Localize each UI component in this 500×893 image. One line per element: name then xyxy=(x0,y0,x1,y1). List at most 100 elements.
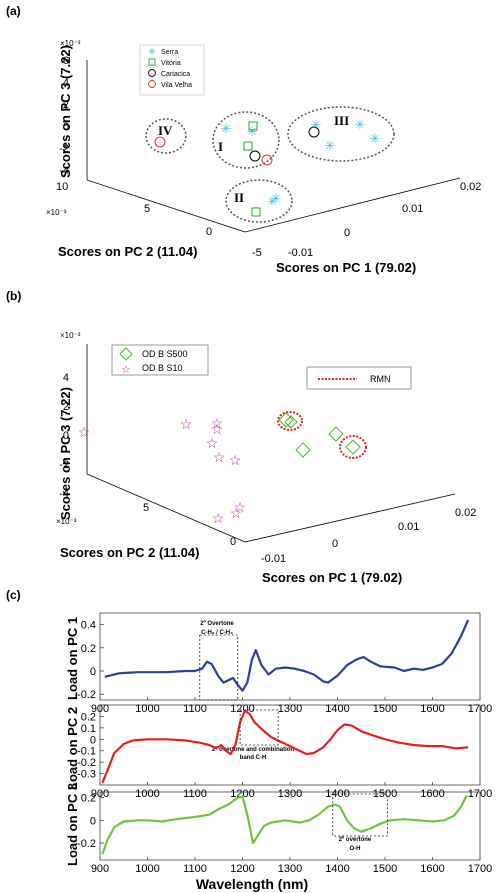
panel-a-axes xyxy=(86,60,461,233)
annotation-combination-band: 2º overtone and combination band C-H xyxy=(212,747,295,761)
panel-a-group-iii: III ✳ ✳ ✳ ✳ xyxy=(287,106,395,162)
panel-a-pc2-axis-title: Scores on PC 2 (11.04) xyxy=(58,244,197,259)
point-od-b-s10: ☆ xyxy=(212,510,225,526)
y-tick-label: 0.4 xyxy=(81,620,96,632)
pc3-frame xyxy=(99,791,481,861)
y-tick-label: 0 xyxy=(90,734,96,746)
rmn-legend-label: RMN xyxy=(370,374,391,384)
legend-square-marker xyxy=(148,58,156,66)
pc2-y-title: Load on PC 2 xyxy=(65,707,80,790)
y-tick-label: -0.1 xyxy=(77,746,96,758)
point-od-b-s500 xyxy=(328,426,344,442)
y-tick-label: 0 xyxy=(90,666,96,678)
x-tick-label: 1700 xyxy=(468,703,492,715)
panel-a-z-axis-title: Scores on PC 3 (7.22) xyxy=(58,45,73,178)
point-serra: ✳ xyxy=(370,131,381,146)
point-serra: ✳ xyxy=(247,124,258,139)
point-od-b-s500 xyxy=(345,439,361,455)
y-tick-label: -0.3 xyxy=(77,769,96,781)
x-tick-label: 1500 xyxy=(373,703,397,715)
rmn-ellipse xyxy=(339,435,367,459)
panel-a-z-tick: 2 xyxy=(63,99,69,111)
legend-label-serra: Serra xyxy=(161,49,178,56)
panel-b-pc1-tick: 0.01 xyxy=(398,521,419,533)
x-tick-label: 1000 xyxy=(135,703,159,715)
point-vitoria xyxy=(248,121,258,131)
panel-b-z-tick: 4 xyxy=(63,372,69,384)
panel-b-pc2-axis-line xyxy=(86,473,246,543)
legend-label-cariacica: Cariacica xyxy=(161,71,190,78)
x-tick-label: 1700 xyxy=(468,863,492,875)
x-tick-label: 1700 xyxy=(468,788,492,800)
x-tick-label: 1500 xyxy=(373,863,397,875)
panel-a-pc2-tick: -5 xyxy=(252,247,262,259)
panel-b-z-tick: 2 xyxy=(63,401,69,413)
panel-label-b: (b) xyxy=(6,289,21,303)
x-tick-label: 1400 xyxy=(325,863,349,875)
point-vila-velha xyxy=(261,154,273,166)
annotation-text: band C-H xyxy=(240,755,267,761)
panel-a-pc1-tick: -0.01 xyxy=(288,247,313,259)
group-iv-label: IV xyxy=(158,123,173,138)
legend-asterisk-marker: ✳ xyxy=(148,47,156,58)
x-tick-label: 1300 xyxy=(278,703,302,715)
annotation-box-1 xyxy=(199,634,239,701)
panel-b-rmn-legend: RMN xyxy=(306,366,412,390)
x-tick-label: 1000 xyxy=(135,863,159,875)
annotation-text: 2º overtone xyxy=(339,837,372,843)
pc1-frame xyxy=(99,612,481,701)
legend-label-od-b-s10: OD B S10 xyxy=(142,363,183,373)
group-iii-ellipse xyxy=(287,106,395,162)
y-tick-label: 0.2 xyxy=(81,711,96,723)
legend-label-od-b-s500: OD B S500 xyxy=(142,349,188,359)
point-serra: ✳ xyxy=(325,138,336,153)
panel-b-pc1-tick: 0.02 xyxy=(455,507,476,519)
group-ii-ellipse xyxy=(225,179,293,223)
legend-label-vila-velha: Vila Velha xyxy=(161,82,192,89)
y-tick-label: 0.2 xyxy=(81,643,96,655)
series-line-3 xyxy=(101,794,468,855)
panel-c-pc1 xyxy=(99,612,481,701)
rmn-legend-box xyxy=(306,366,412,390)
annotation-box-3 xyxy=(332,793,388,837)
panel-b-pc1-tick: 0 xyxy=(332,538,338,550)
panel-a-pc1-tick: 0 xyxy=(344,227,350,239)
point-od-b-s10: ☆ xyxy=(180,416,193,432)
panel-b-pc2-exponent: ×10⁻³ xyxy=(56,517,77,526)
panel-b-pc2-tick: 0 xyxy=(230,536,236,548)
legend-circle-marker-red xyxy=(148,80,156,88)
annotation-text: 2º Overtone xyxy=(200,621,234,627)
x-tick-label: 1200 xyxy=(230,703,254,715)
panel-a-z-tick: 4 xyxy=(63,77,69,89)
panel-b-pc1-axis-line xyxy=(244,493,456,543)
panel-c-pc3 xyxy=(99,791,481,861)
point-vitoria xyxy=(251,207,261,217)
panel-b-z-exponent: ×10⁻³ xyxy=(60,331,81,340)
x-tick-label: 1400 xyxy=(325,703,349,715)
panel-a-z-tick: 0 xyxy=(63,121,69,133)
point-serra: ✳ xyxy=(271,191,282,206)
point-serra: ✳ xyxy=(267,194,278,209)
panel-b-points: ☆ ☆ ☆ ☆ ☆ ☆ ☆ ☆ ☆ ☆ xyxy=(78,411,367,526)
panel-b-pc2-axis-title: Scores on PC 2 (11.04) xyxy=(60,545,199,560)
series-line-1 xyxy=(104,619,470,692)
y-tick-label: -0.2 xyxy=(77,838,96,850)
panel-b-z-tick: -2 xyxy=(59,459,69,471)
point-od-b-s500 xyxy=(278,412,294,428)
panel-a-z-tick: 6 xyxy=(63,55,69,67)
x-tick-label: 1200 xyxy=(230,788,254,800)
panel-label-c: (c) xyxy=(6,588,21,602)
x-tick-label: 900 xyxy=(91,788,109,800)
panel-label-a: (a) xyxy=(6,4,21,18)
point-od-b-s10: ☆ xyxy=(78,424,91,440)
y-tick-label: -0.2 xyxy=(77,757,96,769)
panel-a-z-tick: -2 xyxy=(59,143,69,155)
panel-b-z-tick: -4 xyxy=(59,488,69,500)
annotation-c-h-overtone: 2º Overtone C-H₂ / C-H₃ xyxy=(200,621,234,636)
point-od-b-s10: ☆ xyxy=(211,421,224,437)
point-od-b-s500 xyxy=(295,442,311,458)
point-od-b-s10: ☆ xyxy=(234,499,247,515)
panel-a-pc1-axis-line xyxy=(244,177,461,233)
group-i-label: I xyxy=(218,139,223,154)
